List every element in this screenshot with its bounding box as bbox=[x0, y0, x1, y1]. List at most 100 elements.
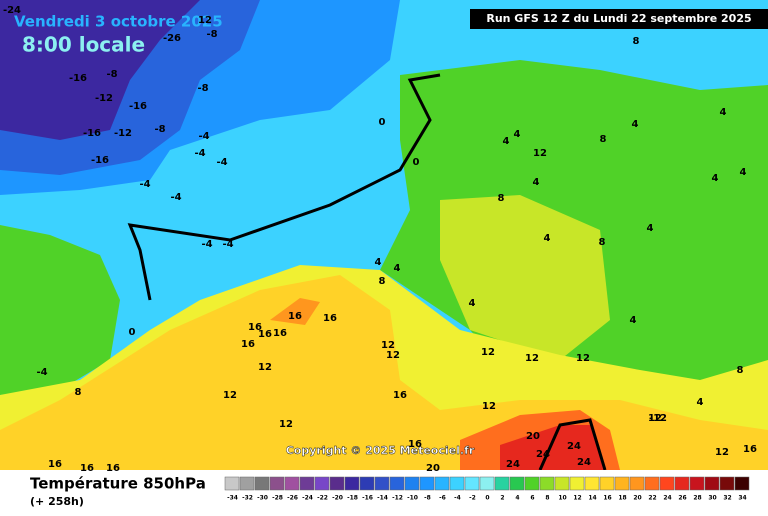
scale-label: 2 bbox=[500, 495, 504, 502]
contour-label: 16 bbox=[106, 463, 120, 474]
scale-label: -4 bbox=[454, 495, 461, 502]
contour-label: -8 bbox=[197, 83, 208, 94]
contour-label: -4 bbox=[216, 157, 227, 168]
purple-region bbox=[0, 0, 200, 140]
contour-label: 4 bbox=[394, 263, 401, 274]
scale-swatch bbox=[479, 476, 495, 491]
forecast-date: Vendredi 3 octobre 2025 bbox=[14, 13, 223, 31]
scale-swatch bbox=[344, 476, 360, 491]
scale-swatch bbox=[239, 476, 255, 491]
contour-label: 4 bbox=[712, 173, 719, 184]
scale-swatch bbox=[224, 476, 240, 491]
contour-label: 8 bbox=[737, 365, 744, 376]
contour-label: 12 bbox=[279, 419, 293, 430]
contour-label: -4 bbox=[194, 148, 205, 159]
contour-label: 4 bbox=[720, 107, 727, 118]
contour-label: 12 bbox=[198, 15, 212, 26]
yellow-region-north bbox=[440, 195, 610, 360]
scale-label: -8 bbox=[424, 495, 431, 502]
contour-label: 8 bbox=[599, 237, 606, 248]
scale-label: -2 bbox=[469, 495, 476, 502]
contour-label: -26 bbox=[163, 33, 181, 44]
scale-swatch bbox=[689, 476, 705, 491]
scale-label: 32 bbox=[723, 495, 731, 502]
contour-label: 16 bbox=[323, 313, 337, 324]
contour-label: -8 bbox=[206, 29, 217, 40]
contour-label: 12 bbox=[533, 148, 547, 159]
scale-label: 12 bbox=[573, 495, 581, 502]
scale-label: 6 bbox=[530, 495, 534, 502]
contour-label: 12 bbox=[481, 347, 495, 358]
scale-swatch bbox=[674, 476, 690, 491]
contour-label: 24 bbox=[577, 457, 591, 468]
contour-label: -4 bbox=[139, 179, 150, 190]
contour-label: 12 bbox=[223, 390, 237, 401]
contour-label: 4 bbox=[630, 315, 637, 326]
scale-swatch bbox=[269, 476, 285, 491]
contour-label: 16 bbox=[241, 339, 255, 350]
scale-swatch bbox=[449, 476, 465, 491]
contour-label: 16 bbox=[393, 390, 407, 401]
contour-label: 16 bbox=[743, 444, 757, 455]
scale-label: -32 bbox=[242, 495, 253, 502]
contour-label: 16 bbox=[288, 311, 302, 322]
scale-swatch bbox=[599, 476, 615, 491]
scale-swatch bbox=[419, 476, 435, 491]
contour-label: -4 bbox=[201, 239, 212, 250]
warm-core bbox=[270, 298, 320, 325]
scale-swatch bbox=[359, 476, 375, 491]
scale-swatch bbox=[434, 476, 450, 491]
contour-label: 4 bbox=[632, 119, 639, 130]
contour-label: 4 bbox=[514, 129, 521, 140]
contour-label: 16 bbox=[248, 322, 262, 333]
scale-label: -22 bbox=[317, 495, 328, 502]
contour-label: -4 bbox=[36, 367, 47, 378]
scale-label: 24 bbox=[663, 495, 671, 502]
contour-label: 12 bbox=[525, 353, 539, 364]
scale-label: 14 bbox=[588, 495, 596, 502]
contour-label: -16 bbox=[69, 73, 87, 84]
scale-label: 28 bbox=[693, 495, 701, 502]
scale-swatch bbox=[614, 476, 630, 491]
contour-label: -12 bbox=[114, 128, 132, 139]
contour-label: -4 bbox=[198, 131, 209, 142]
scale-label: -14 bbox=[377, 495, 388, 502]
scale-swatch bbox=[659, 476, 675, 491]
copyright: Copyright © 2025 Meteociel.fr bbox=[286, 444, 475, 457]
contour-label: 24 bbox=[536, 449, 550, 460]
contour-label: 12 bbox=[381, 340, 395, 351]
contour-label: -8 bbox=[106, 69, 117, 80]
scale-swatch bbox=[494, 476, 510, 491]
scale-label: -18 bbox=[347, 495, 358, 502]
scale-label: 10 bbox=[558, 495, 566, 502]
scale-label: 22 bbox=[648, 495, 656, 502]
contour-label: -12 bbox=[95, 93, 113, 104]
green-region-west bbox=[0, 225, 120, 395]
scale-label: 30 bbox=[708, 495, 716, 502]
scale-label: -12 bbox=[392, 495, 403, 502]
contour-label: 12 bbox=[482, 401, 496, 412]
contour-label: 4 bbox=[647, 223, 654, 234]
scale-swatch bbox=[629, 476, 645, 491]
contour-label: 4 bbox=[503, 136, 510, 147]
scale-label: 8 bbox=[545, 495, 549, 502]
scale-label: -26 bbox=[287, 495, 298, 502]
contour-label: -16 bbox=[129, 101, 147, 112]
scale-swatch bbox=[569, 476, 585, 491]
run-info: Run GFS 12 Z du Lundi 22 septembre 2025 bbox=[486, 12, 751, 25]
contour-label: -8 bbox=[154, 124, 165, 135]
scale-label: -24 bbox=[302, 495, 313, 502]
contour-label: -4 bbox=[222, 239, 233, 250]
scale-swatch bbox=[554, 476, 570, 491]
scale-label: 4 bbox=[515, 495, 519, 502]
scale-swatch bbox=[539, 476, 555, 491]
contour-label: -16 bbox=[91, 155, 109, 166]
forecast-time: 8:00 locale bbox=[22, 33, 145, 57]
contour-label: 4 bbox=[697, 397, 704, 408]
scale-label: -28 bbox=[272, 495, 283, 502]
contour-label: 12 bbox=[648, 413, 662, 424]
contour-24 bbox=[538, 418, 607, 471]
scale-swatch bbox=[329, 476, 345, 491]
contour-label: -24 bbox=[3, 5, 21, 16]
